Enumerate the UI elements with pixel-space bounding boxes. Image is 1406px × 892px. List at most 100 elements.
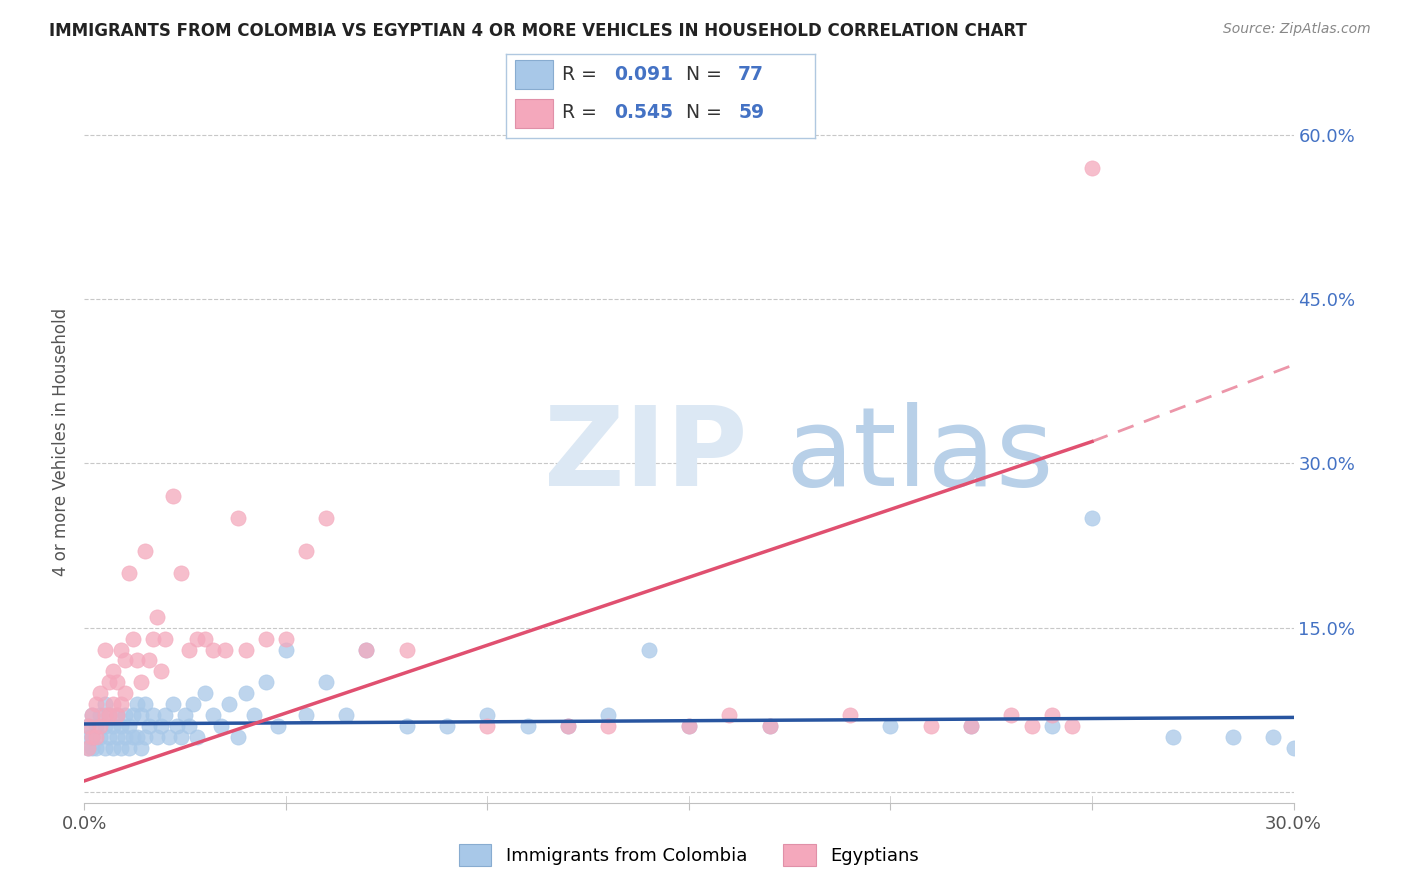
Point [125,653,148,667]
Point [242,708,264,723]
Point [226,511,249,525]
Point [97,675,120,690]
Point [274,642,297,657]
FancyBboxPatch shape [516,99,553,128]
Point [254,632,277,646]
Point [138,719,160,733]
Point [960,719,983,733]
Point [125,730,148,744]
Point [110,741,132,756]
Point [93,741,115,756]
Point [89,730,111,744]
Point [839,708,862,723]
Point [105,708,128,723]
Point [105,708,128,723]
Point [758,719,780,733]
Point [186,730,208,744]
Point [226,730,249,744]
Point [395,719,418,733]
Point [114,730,136,744]
Point [153,708,176,723]
Point [114,653,136,667]
Point [598,719,620,733]
Point [758,719,780,733]
Point [97,708,120,723]
Text: atlas: atlas [786,402,1054,509]
Point [174,708,197,723]
Point [121,632,143,646]
Point [86,698,108,712]
Point [101,741,124,756]
Text: 59: 59 [738,103,765,122]
Legend: Immigrants from Colombia, Egyptians: Immigrants from Colombia, Egyptians [451,837,927,873]
Point [86,730,108,744]
Point [557,719,579,733]
Point [82,730,104,744]
Point [315,675,337,690]
Point [121,708,143,723]
Point [89,686,111,700]
Point [202,642,225,657]
Point [101,698,124,712]
Point [77,719,100,733]
Point [110,642,132,657]
Point [77,741,100,756]
Point [86,719,108,733]
Text: R =: R = [562,65,603,84]
Point [118,566,141,580]
Point [93,708,115,723]
Point [315,511,337,525]
Point [718,708,741,723]
Point [920,719,942,733]
Point [77,719,100,733]
Point [162,698,184,712]
Point [110,719,132,733]
Point [118,719,141,733]
Point [214,642,236,657]
Point [86,741,108,756]
Point [335,708,357,723]
Point [1263,730,1285,744]
Point [274,632,297,646]
Point [146,609,169,624]
Text: Source: ZipAtlas.com: Source: ZipAtlas.com [1223,22,1371,37]
Point [960,719,983,733]
Point [110,698,132,712]
Point [295,708,318,723]
Point [1161,730,1184,744]
Point [1081,511,1104,525]
Point [105,730,128,744]
Text: ZIP: ZIP [544,402,747,509]
Point [557,719,579,733]
Point [157,730,180,744]
Point [1021,719,1043,733]
Point [153,632,176,646]
Point [77,730,100,744]
Point [678,719,700,733]
Point [637,642,659,657]
Point [678,719,700,733]
Point [209,719,232,733]
Point [516,719,538,733]
Point [267,719,290,733]
Point [134,698,156,712]
Point [477,708,499,723]
Point [97,730,120,744]
Point [129,675,152,690]
Point [235,642,257,657]
Point [149,665,172,679]
FancyBboxPatch shape [516,61,553,89]
Point [194,632,217,646]
Point [125,698,148,712]
Point [134,730,156,744]
Point [166,719,188,733]
Point [598,708,620,723]
Point [121,730,143,744]
Text: 77: 77 [738,65,763,84]
Point [179,642,201,657]
Point [138,653,160,667]
Point [89,708,111,723]
Point [82,708,104,723]
Text: IMMIGRANTS FROM COLOMBIA VS EGYPTIAN 4 OR MORE VEHICLES IN HOUSEHOLD CORRELATION: IMMIGRANTS FROM COLOMBIA VS EGYPTIAN 4 O… [49,22,1028,40]
Text: 0.545: 0.545 [614,103,673,122]
